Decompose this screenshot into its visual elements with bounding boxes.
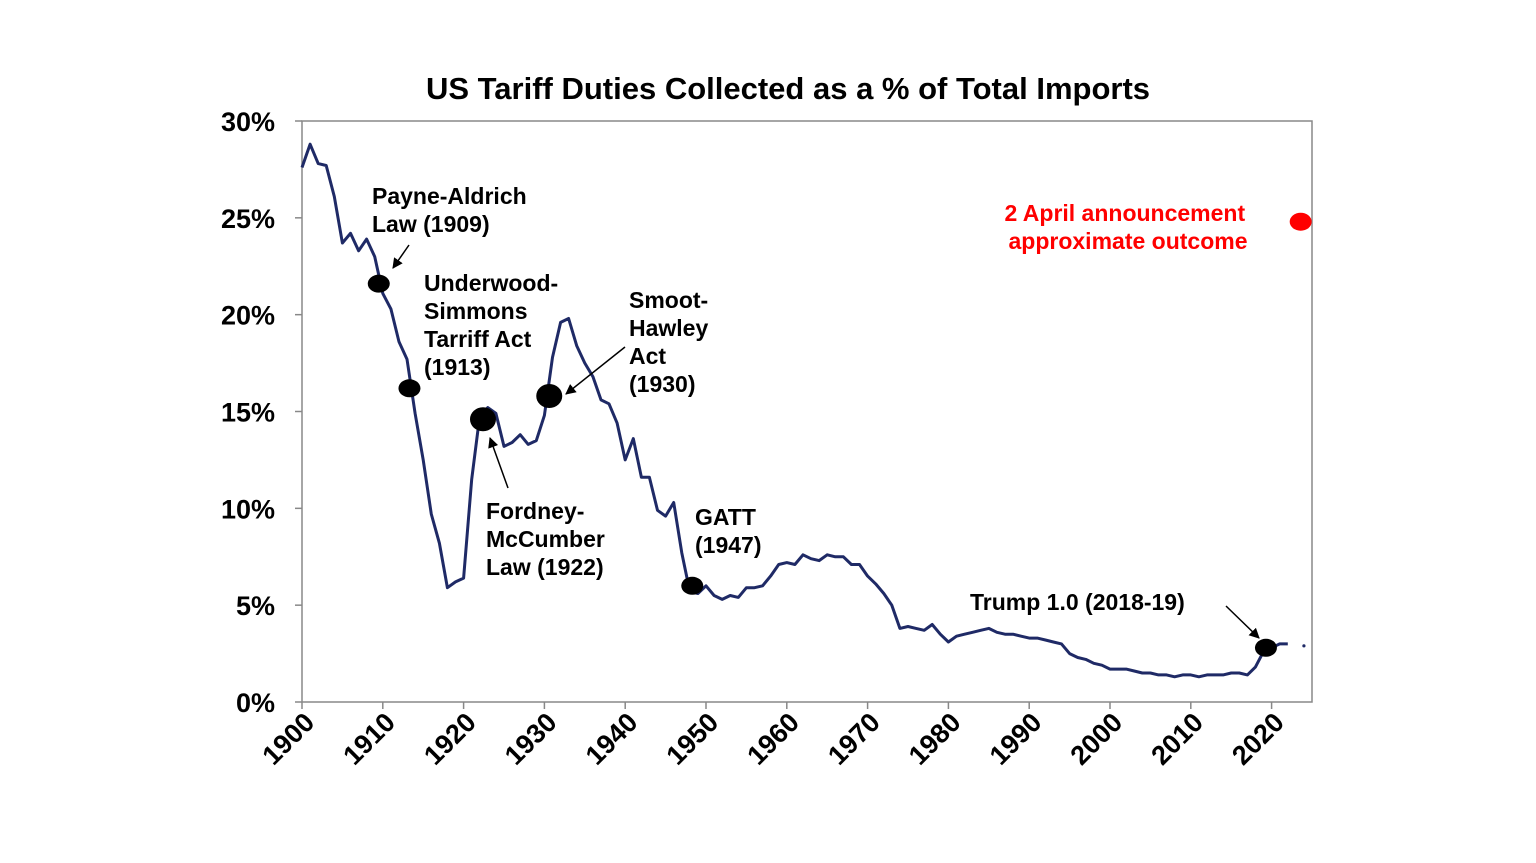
annotation-payne-aldrich: Payne-Aldrich Law (1909): [372, 183, 533, 269]
svg-text:2 April announcement app: 2 April announcement approximate outcome: [1004, 200, 1251, 254]
marker-trump: [1254, 638, 1277, 657]
annotation-trump: Trump 1.0 (2018-19): [970, 589, 1260, 639]
y-tick-label: 10%: [221, 494, 275, 524]
y-tick-label: 5%: [236, 591, 275, 621]
x-axis: 1900 1910 1920 1930 1940 1950 1960 1970 1980 1990…: [257, 702, 1290, 771]
annotation-line: GATT: [695, 504, 756, 530]
annotation-line: Hawley: [629, 315, 708, 341]
y-tick-label: 0%: [236, 688, 275, 718]
annotation-line: Tarriff Act: [424, 326, 532, 352]
annotation-line: (1930): [629, 371, 695, 397]
annotation-underwood-simmons: Underwood- Simmons Tarriff Act (1913): [424, 270, 565, 380]
x-tick-label: 2020: [1226, 707, 1290, 771]
marker-payne-aldrich: [367, 274, 390, 293]
marker-announcement: [1289, 212, 1312, 231]
annotation-arrow: [565, 346, 626, 395]
series-line: [300, 142, 1288, 679]
marker-gatt: [681, 576, 704, 595]
marker-underwood-simmons: [398, 379, 421, 398]
x-tick-label: 1970: [822, 707, 886, 771]
x-tick-label: 1990: [984, 707, 1048, 771]
y-tick-label: 30%: [221, 107, 275, 137]
annotation-line: Underwood-: [424, 270, 558, 296]
x-tick-label: 1920: [418, 707, 482, 771]
y-axis: 0% 5% 10% 15% 20% 25% 30%: [221, 107, 302, 718]
annotation-gatt: GATT (1947): [695, 504, 762, 558]
x-tick-label: 1910: [337, 707, 401, 771]
annotation-line: Law (1922): [486, 554, 604, 580]
x-tick-label: 1940: [580, 707, 644, 771]
x-tick-label: 1930: [499, 707, 563, 771]
annotation-line: Trump 1.0 (2018-19): [970, 589, 1185, 615]
x-tick-label: 2000: [1065, 707, 1129, 771]
marker-smoot-hawley: [536, 384, 563, 409]
svg-text:GATT (1947): GATT (1947): [695, 504, 762, 558]
x-tick-label: 1980: [903, 707, 967, 771]
annotation-line: approximate outcome: [1009, 228, 1248, 254]
annotation-arrow: [488, 437, 509, 489]
annotation-line: (1913): [424, 354, 490, 380]
svg-text:Smoot- Hawley Act: Smoot- Hawley Act (1930): [629, 287, 715, 397]
x-tick-label: 2010: [1145, 707, 1209, 771]
annotation-line: Fordney-: [486, 498, 584, 524]
annotation-announcement: 2 April announcement approximate outcome: [1004, 200, 1251, 254]
annotation-line: (1947): [695, 532, 761, 558]
annotation-line: Smoot-: [629, 287, 708, 313]
x-tick-label: 1960: [741, 707, 805, 771]
annotation-arrow: [392, 244, 410, 269]
annotation-arrow: [1225, 605, 1260, 639]
svg-text:Trump 1.0 (2018-19): Trump 1.0 (2018-19): [970, 589, 1185, 615]
y-tick-label: 20%: [221, 301, 275, 331]
svg-text:Payne-Aldrich Law (1909): Payne-Aldrich Law (1909): [372, 183, 533, 237]
svg-text:Underwood- Simmons: Underwood- Simmons Tarriff Act (1913): [424, 270, 565, 380]
marker-fordney-mccumber: [469, 407, 496, 432]
svg-text:Fordney- McCumber: Fordney- McCumber Law (1922): [486, 498, 611, 580]
annotation-line: Simmons: [424, 298, 528, 324]
annotation-line: Act: [629, 343, 666, 369]
y-tick-label: 15%: [221, 398, 275, 428]
series-end-dot: [1302, 644, 1306, 648]
chart-title: US Tariff Duties Collected as a % of Tot…: [426, 71, 1150, 106]
series-layer: [300, 142, 1306, 679]
x-tick-label: 1950: [661, 707, 725, 771]
annotation-line: McCumber: [486, 526, 605, 552]
annotation-smoot-hawley: Smoot- Hawley Act (1930): [565, 287, 715, 397]
annotation-fordney-mccumber: Fordney- McCumber Law (1922): [486, 437, 611, 580]
y-tick-label: 25%: [221, 204, 275, 234]
annotation-line: 2 April announcement: [1004, 200, 1245, 226]
marker-layer: [367, 212, 1312, 657]
annotation-line: Payne-Aldrich: [372, 183, 527, 209]
annotation-line: Law (1909): [372, 211, 490, 237]
